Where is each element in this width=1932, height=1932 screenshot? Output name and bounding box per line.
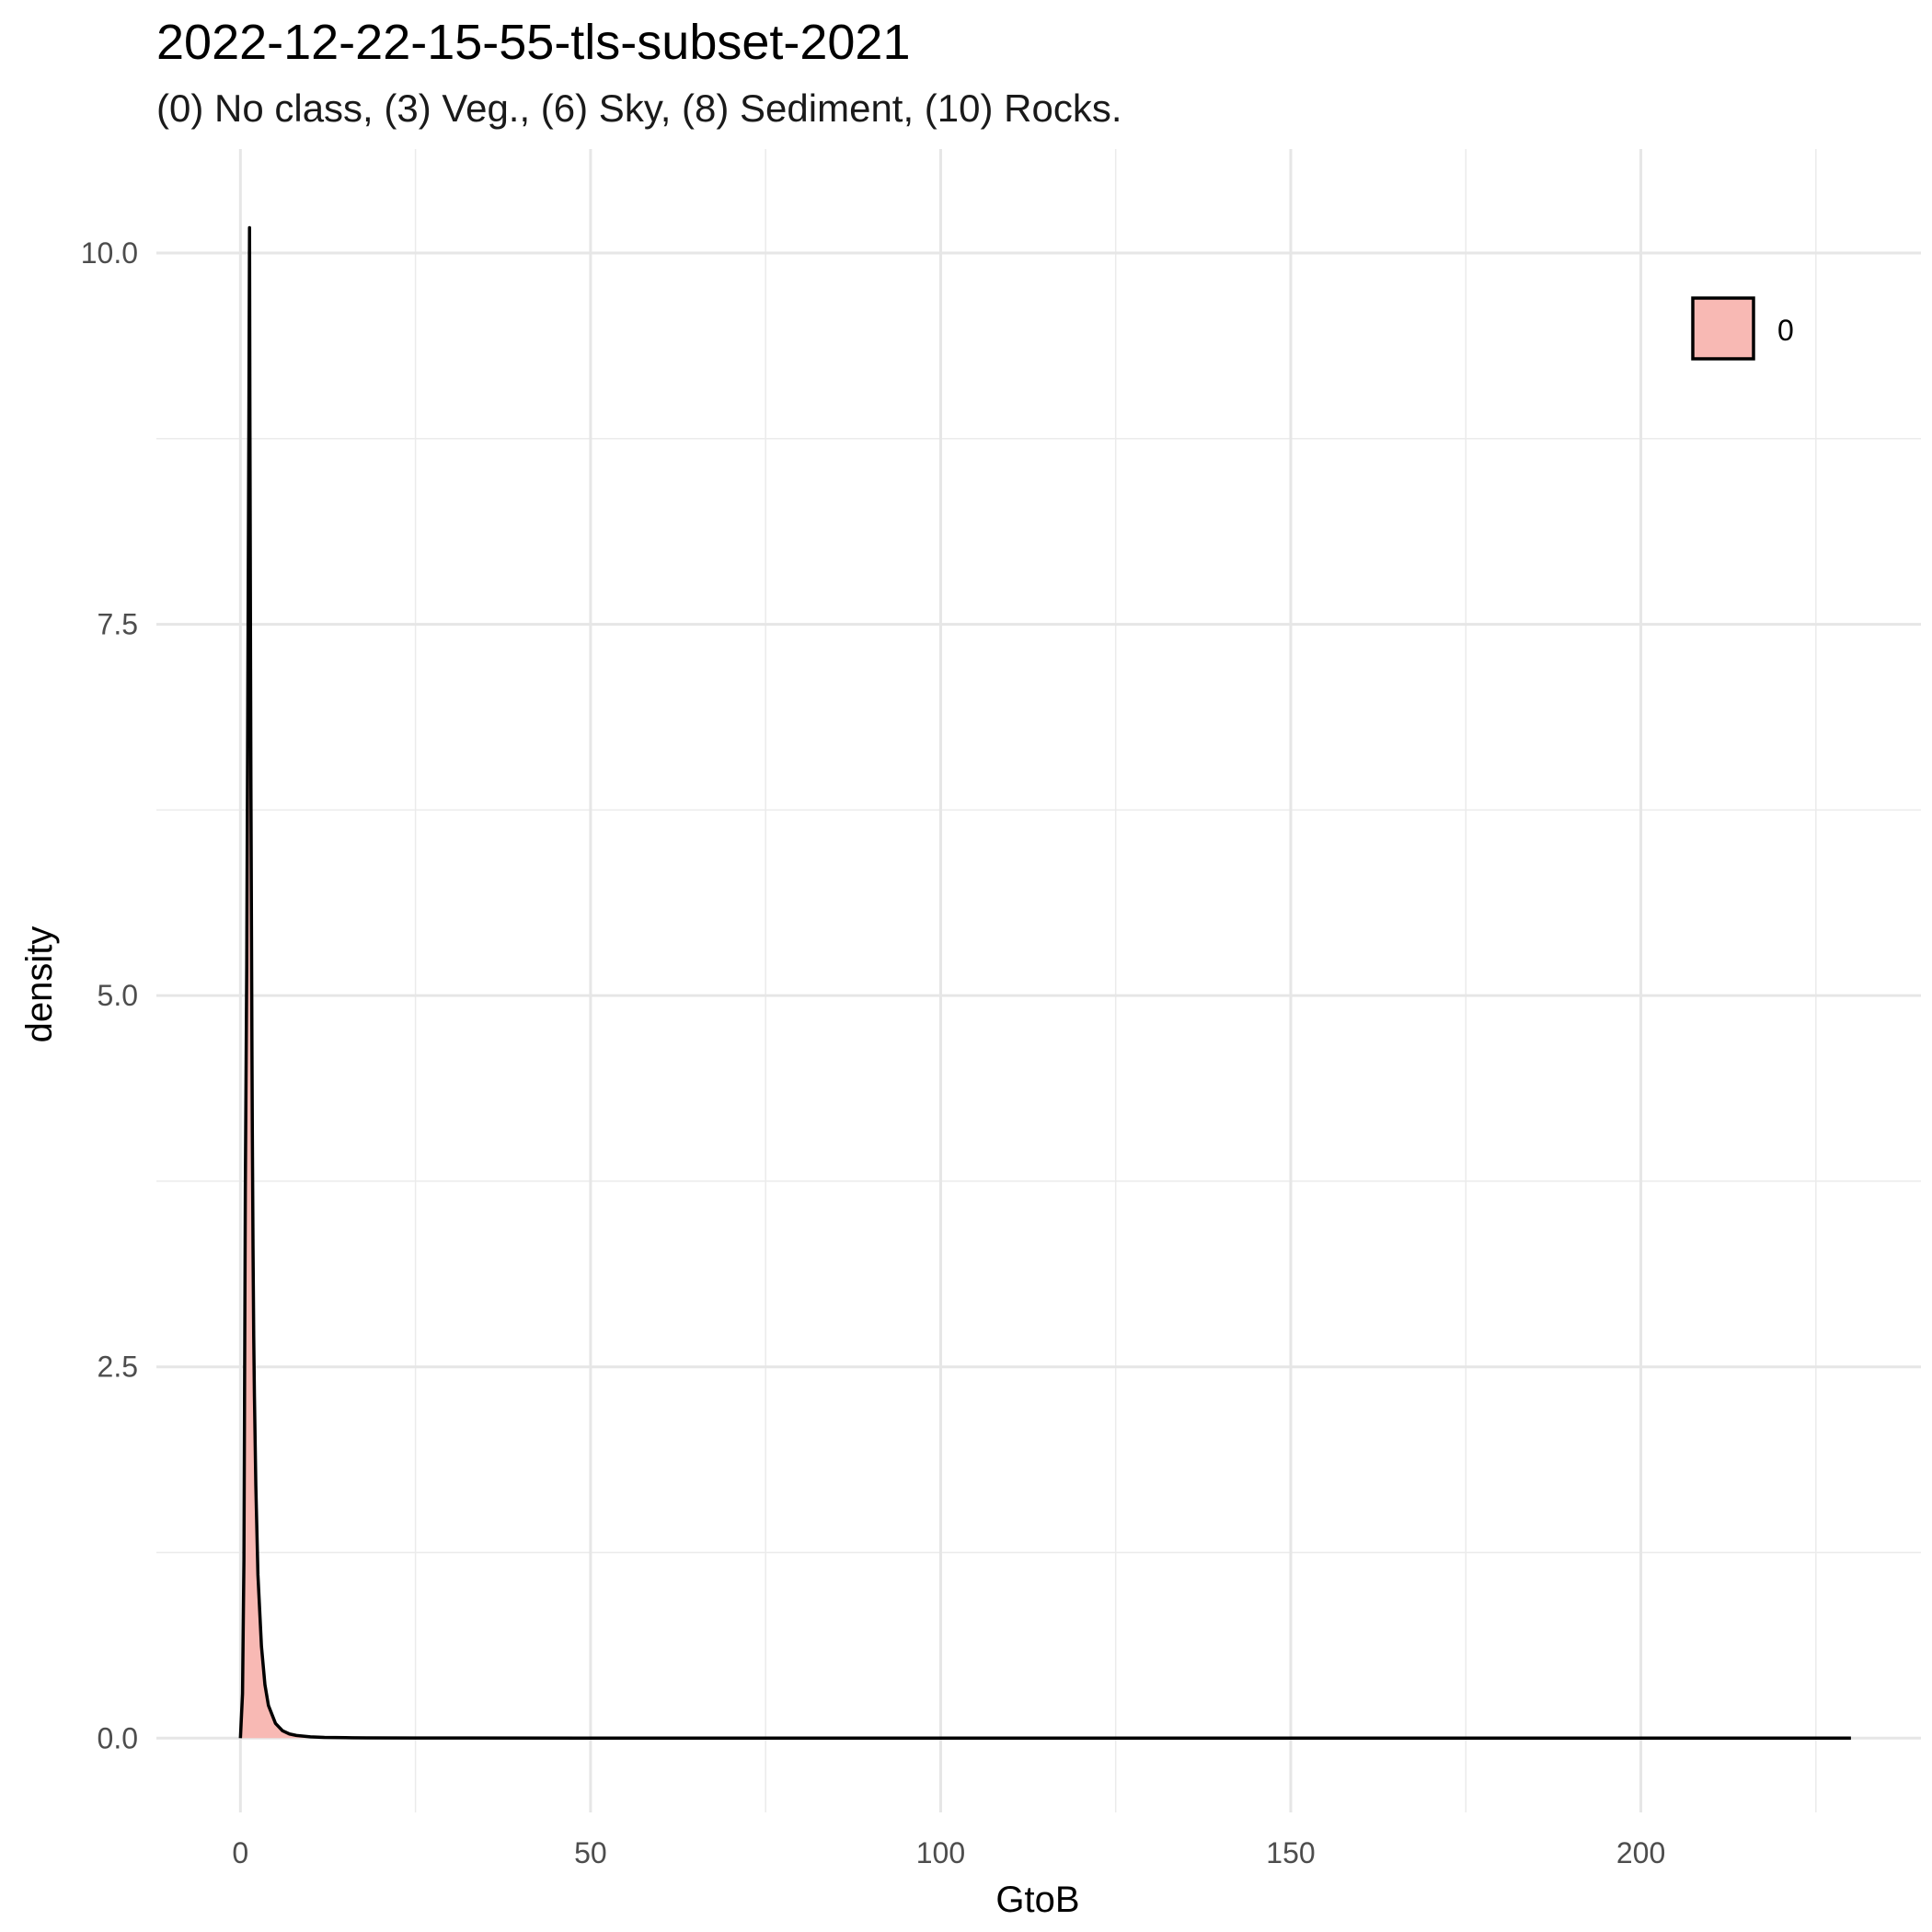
y-axis-tick-labels: 0.0 2.5 5.0 7.5 10.0 <box>81 236 138 1754</box>
legend: 0 <box>1691 296 1794 361</box>
x-tick-label: 50 <box>574 1836 607 1869</box>
x-tick-label: 200 <box>1616 1836 1665 1869</box>
x-axis-title: GtoB <box>995 1880 1079 1920</box>
x-tick-label: 100 <box>916 1836 965 1869</box>
y-axis-title: density <box>19 926 60 1043</box>
y-tick-label: 10.0 <box>81 236 138 270</box>
chart-subtitle: (0) No class, (3) Veg., (6) Sky, (8) Sed… <box>156 86 1122 130</box>
density-curve <box>238 225 1851 1741</box>
y-tick-label: 7.5 <box>98 608 138 641</box>
x-tick-label: 0 <box>232 1836 248 1869</box>
x-axis-tick-labels: 0 50 100 150 200 <box>232 1836 1665 1869</box>
y-tick-label: 2.5 <box>98 1351 138 1384</box>
density-area-layer <box>238 225 1851 1741</box>
chart-title: 2022-12-22-15-55-tls-subset-2021 <box>156 15 911 70</box>
x-tick-label: 150 <box>1266 1836 1315 1869</box>
legend-swatch <box>1691 296 1755 361</box>
y-tick-label: 5.0 <box>98 979 138 1012</box>
legend-label: 0 <box>1777 314 1794 347</box>
y-tick-label: 0.0 <box>98 1721 138 1754</box>
